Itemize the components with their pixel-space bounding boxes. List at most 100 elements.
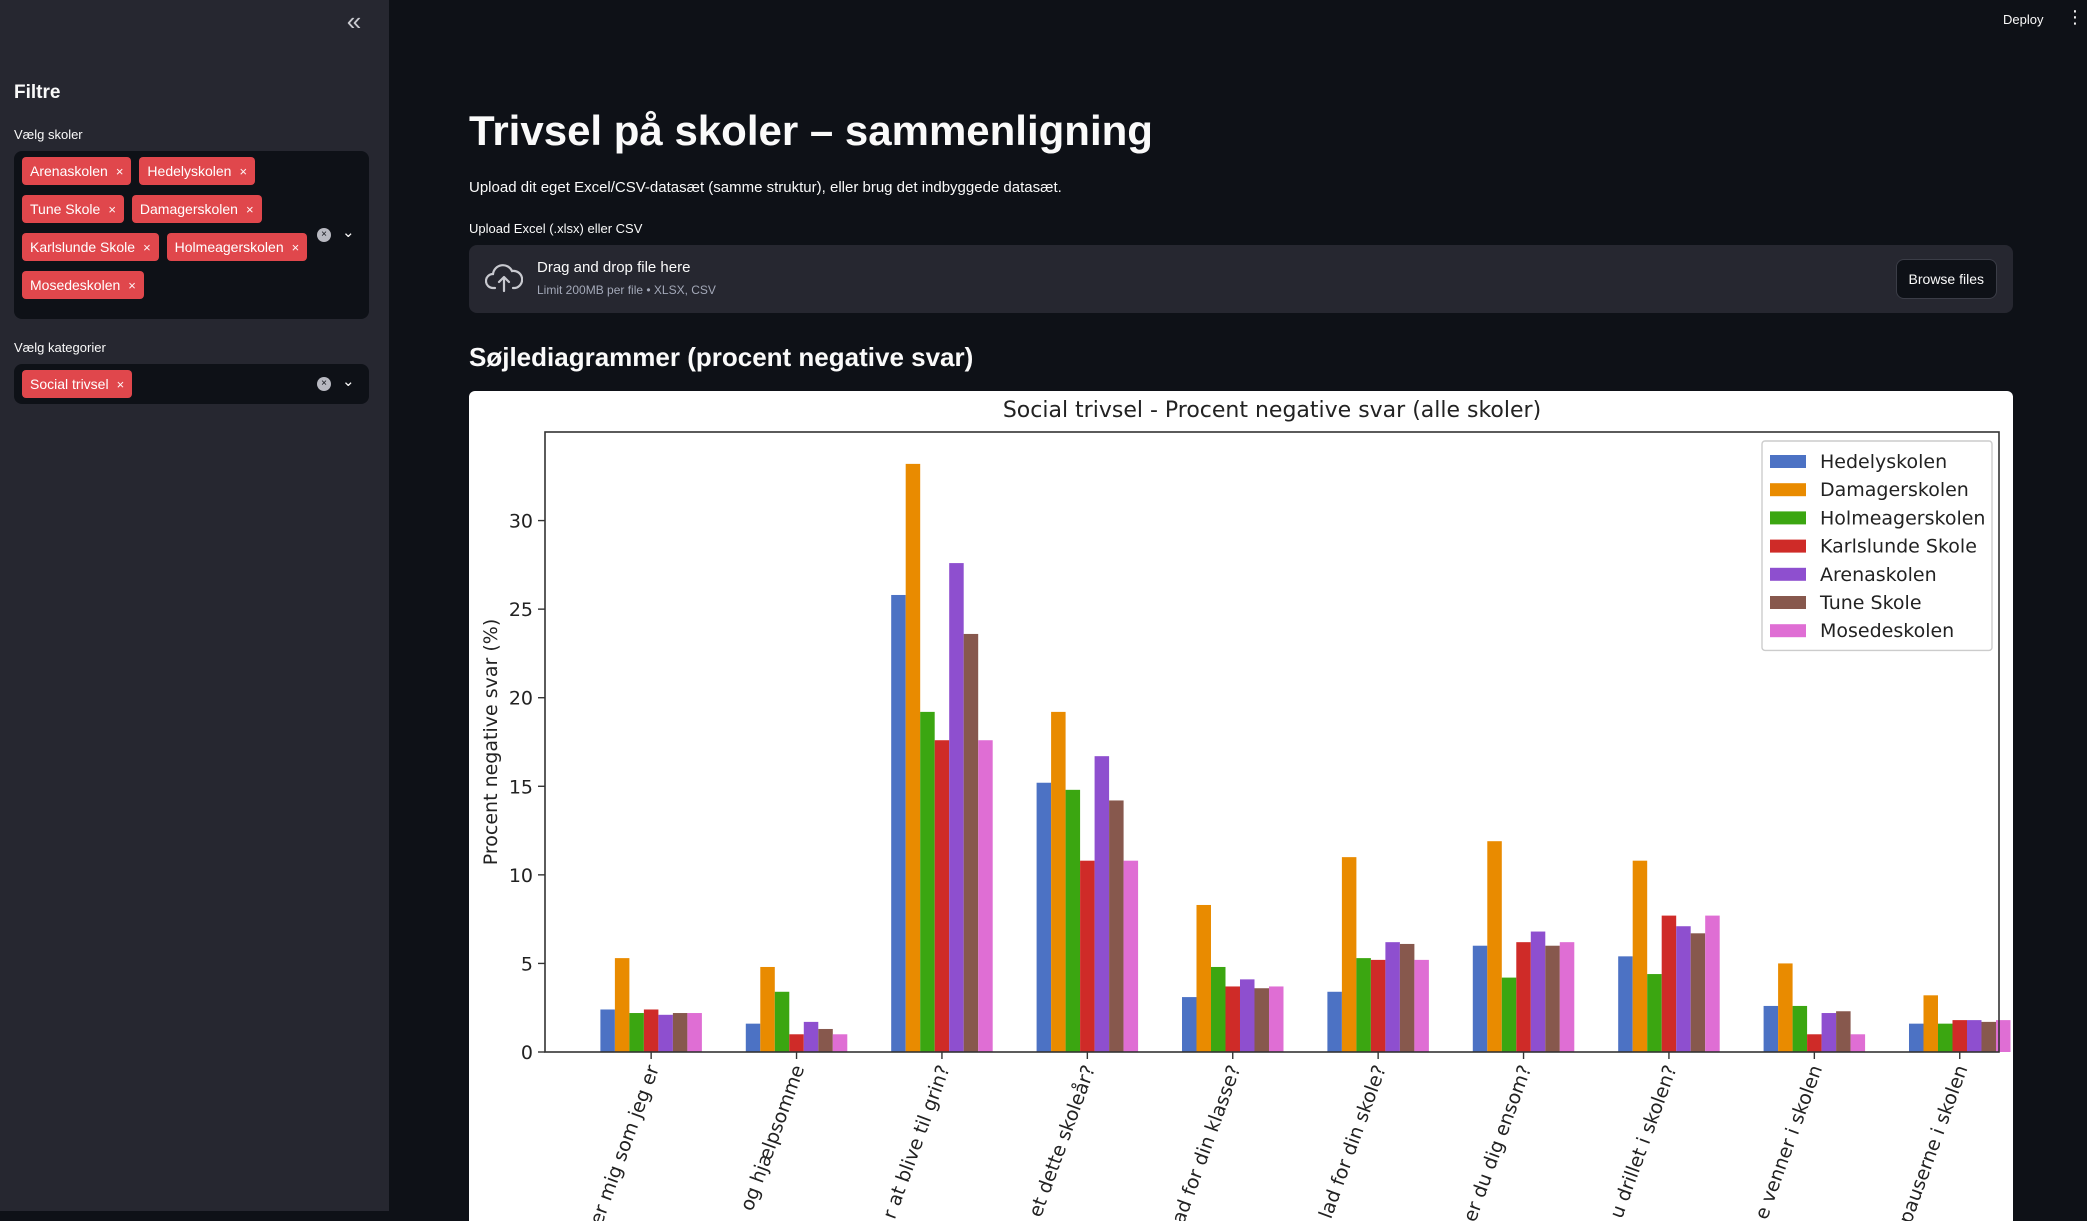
bar <box>774 991 790 1052</box>
y-tick-label: 30 <box>509 511 533 533</box>
dropzone-title: Drag and drop file here <box>537 259 691 276</box>
remove-tag-icon[interactable]: × <box>239 163 248 179</box>
tag-label: Holmeagerskolen <box>174 239 284 255</box>
x-tick-label: ad for din klasse? <box>1168 1062 1246 1221</box>
section-title: Søjlediagrammer (procent negative svar) <box>469 342 974 372</box>
bar <box>1225 986 1240 1052</box>
upload-label: Upload Excel (.xlsx) eller CSV <box>469 221 643 236</box>
bar <box>1327 991 1342 1052</box>
bar <box>1210 966 1226 1052</box>
deploy-button[interactable]: Deploy <box>2003 12 2044 27</box>
tag-label: Hedelyskolen <box>147 163 232 179</box>
bar <box>1821 1013 1837 1052</box>
bar <box>891 594 906 1052</box>
selected-tag[interactable]: Mosedeskolen × <box>22 271 144 299</box>
bar <box>1080 860 1095 1052</box>
tag-label: Arenaskolen <box>30 163 108 179</box>
menu-icon[interactable]: ⋮ <box>2066 7 2084 27</box>
bar <box>658 1014 673 1052</box>
bar <box>1472 945 1488 1052</box>
bar <box>1530 931 1546 1052</box>
bar <box>1559 942 1575 1052</box>
bar <box>1487 841 1502 1052</box>
x-tick-label: er du dig ensom? <box>1459 1062 1536 1221</box>
legend-label: Tune Skole <box>1819 592 1922 614</box>
tag-label: Damagerskolen <box>139 201 238 217</box>
browse-files-button[interactable]: Browse files <box>1895 259 1997 299</box>
x-tick-label: er mig som jeg er <box>586 1062 664 1221</box>
bar <box>687 1013 702 1052</box>
selected-tag[interactable]: Holmeagerskolen × <box>166 233 308 261</box>
sidebar: « Filtre Vælg skoler Arenaskolen × Hedelys… <box>0 0 389 1211</box>
x-tick-label: et dette skoleår? <box>1024 1062 1100 1220</box>
bar <box>1632 860 1648 1052</box>
selected-tag[interactable]: Damagerskolen × <box>131 195 262 223</box>
selected-tag[interactable]: Karlslunde Skole × <box>22 233 159 261</box>
selected-tag[interactable]: Hedelyskolen × <box>139 157 256 185</box>
remove-tag-icon[interactable]: × <box>115 163 124 179</box>
bar <box>1923 995 1938 1052</box>
bar <box>1370 959 1386 1052</box>
bar <box>832 1034 848 1052</box>
bar <box>1661 915 1677 1052</box>
legend-label: Hedelyskolen <box>1820 451 1947 473</box>
legend-swatch <box>1770 567 1806 581</box>
bar <box>949 563 964 1052</box>
clear-schools-icon[interactable]: × <box>317 228 331 242</box>
y-tick-label: 20 <box>509 688 533 710</box>
bar <box>1545 945 1560 1052</box>
bar <box>614 958 630 1052</box>
schools-label: Vælg skoler <box>14 127 83 142</box>
categories-multiselect[interactable]: Social trivsel × × ⌄ <box>14 364 369 404</box>
page-title: Trivsel på skoler – sammenligning <box>469 107 1153 154</box>
bar <box>629 1013 644 1052</box>
categories-label: Vælg kategorier <box>14 340 106 355</box>
bar <box>1995 1020 2011 1052</box>
file-dropzone[interactable]: Drag and drop file here Limit 200MB per … <box>469 245 2013 313</box>
legend-swatch <box>1770 596 1806 609</box>
bar <box>978 740 993 1052</box>
schools-multiselect[interactable]: Arenaskolen × Hedelyskolen × Tune Skole × Dama… <box>14 151 369 319</box>
bar <box>1807 1034 1822 1052</box>
remove-tag-icon[interactable]: × <box>143 239 151 255</box>
bar <box>1268 986 1284 1052</box>
bar <box>1763 1005 1779 1052</box>
bar <box>1065 789 1081 1052</box>
selected-tag[interactable]: Arenaskolen × <box>22 157 132 185</box>
remove-tag-icon[interactable]: × <box>108 201 116 217</box>
bar <box>1341 857 1357 1052</box>
bar <box>1109 800 1124 1052</box>
bar <box>1647 974 1662 1052</box>
bar <box>1792 1005 1808 1052</box>
selected-tag[interactable]: Social trivsel × <box>22 370 133 398</box>
chevron-down-icon[interactable]: ⌄ <box>342 224 355 241</box>
y-tick-label: 25 <box>509 599 533 621</box>
legend-label: Mosedeskolen <box>1820 620 1954 642</box>
legend-swatch <box>1770 455 1806 468</box>
bar <box>1254 988 1269 1052</box>
y-tick-label: 15 <box>509 776 533 798</box>
collapse-sidebar-icon[interactable]: « <box>346 6 362 36</box>
tag-label: Tune Skole <box>30 201 101 217</box>
selected-tag[interactable]: Tune Skole × <box>22 195 124 223</box>
cloud-upload-icon <box>485 264 523 293</box>
bar <box>963 633 979 1052</box>
bar <box>1501 977 1517 1052</box>
bar <box>1952 1020 1967 1052</box>
bar <box>1850 1034 1866 1052</box>
bar <box>1676 926 1691 1052</box>
bar <box>1414 959 1429 1052</box>
bar <box>818 1028 833 1052</box>
legend-label: Holmeagerskolen <box>1820 507 1985 529</box>
legend-swatch <box>1770 483 1806 497</box>
clear-categories-icon[interactable]: × <box>317 377 331 391</box>
remove-tag-icon[interactable]: × <box>128 277 136 293</box>
bar <box>934 740 950 1052</box>
chevron-down-icon[interactable]: ⌄ <box>342 373 355 390</box>
bar <box>1356 958 1371 1052</box>
legend-label: Arenaskolen <box>1820 564 1937 586</box>
remove-tag-icon[interactable]: × <box>245 201 254 217</box>
remove-tag-icon[interactable]: × <box>291 239 300 255</box>
bar <box>1836 1011 1851 1052</box>
remove-tag-icon[interactable]: × <box>116 376 125 392</box>
